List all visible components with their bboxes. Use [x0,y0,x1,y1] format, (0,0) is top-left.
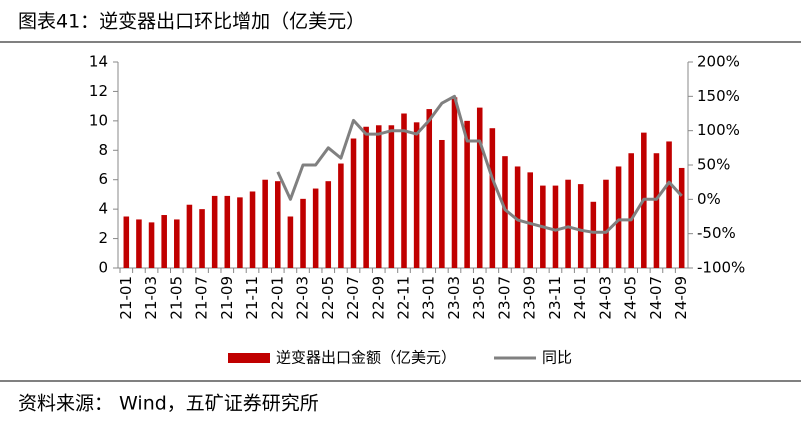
bar [439,139,445,268]
y-tick-label: 0 [98,259,108,277]
x-tick-label: 23-01 [420,276,438,320]
bar [451,97,458,268]
y-tick-label: 12 [89,82,108,100]
bar [211,195,218,268]
bar [552,185,559,268]
bar [678,167,685,268]
y-tick-label: 8 [98,141,108,159]
y-tick-label: 14 [89,53,108,71]
source: 资料来源： Wind，五矿证券研究所 [18,393,319,415]
x-tick-label: 21-09 [218,276,236,320]
bar [325,181,332,268]
bar [666,141,672,268]
x-tick-label: 23-11 [546,276,564,320]
y2-tick-label: -100% [697,259,745,277]
bar [464,120,470,268]
x-tick-label: 24-05 [622,276,640,320]
y-tick-label: 2 [98,229,108,247]
x-tick-label: 22-01 [268,276,286,320]
bar [300,198,306,268]
x-tick-label: 24-03 [596,276,614,320]
y2-tick-label: 150% [697,87,740,105]
bar [338,163,344,268]
bar [565,179,571,268]
bar [224,195,231,268]
bar [350,138,357,268]
bar [249,191,256,268]
y-tick-label: 10 [89,111,108,129]
x-tick-label: 23-09 [521,276,539,320]
bar [527,172,533,268]
x-tick-label: 21-05 [167,276,185,320]
bar [489,128,496,268]
y-tick-label: 4 [98,200,108,218]
bar [186,204,193,268]
bar [577,184,584,268]
x-tick-label: 23-07 [495,276,513,320]
x-tick-label: 21-03 [142,276,160,320]
bar [363,126,369,268]
x-tick-label: 22-09 [369,276,387,320]
bar [287,216,294,268]
chart-title: 图表41：逆变器出口环比增加（亿美元） [18,11,365,33]
x-tick-label: 22-11 [395,276,413,320]
bar [262,179,268,268]
x-tick-label: 21-07 [193,276,211,320]
bar [275,181,281,268]
legend-swatch [228,353,270,363]
x-tick-label: 24-09 [672,276,690,320]
y2-tick-label: 50% [697,156,730,174]
bar [603,179,609,268]
bar [628,153,634,268]
x-tick-label: 23-03 [445,276,463,320]
bar [375,125,382,269]
bar [174,219,180,268]
legend-label: 逆变器出口金额（亿美元） [276,349,456,367]
bar [199,209,205,268]
y2-tick-label: -50% [697,224,736,242]
bar [401,113,407,268]
x-tick-label: 21-01 [117,276,135,320]
y-tick-label: 6 [98,170,108,188]
x-tick-label: 22-07 [344,276,362,320]
bar [502,156,508,268]
x-tick-label: 22-03 [294,276,312,320]
y2-tick-label: 0% [697,190,721,208]
bar [388,125,395,269]
bar [148,222,155,268]
y2-tick-label: 100% [697,121,740,139]
bar [426,109,433,268]
line [276,94,683,234]
bar [161,215,167,268]
bar [514,166,521,268]
bar [237,197,243,268]
bar [615,166,622,268]
bar [476,107,483,268]
x-tick-label: 21-11 [243,276,261,320]
legend-label: 同比 [542,349,572,367]
x-tick-label: 24-01 [571,276,589,320]
bar [312,188,319,268]
bar [123,216,130,268]
x-tick-label: 23-05 [470,276,488,320]
bar [590,201,597,268]
y2-tick-label: 200% [697,53,740,71]
bar [653,153,660,268]
bar [136,219,142,268]
bar [413,122,420,268]
x-tick-label: 24-07 [647,276,665,320]
x-tick-label: 22-05 [319,276,337,320]
